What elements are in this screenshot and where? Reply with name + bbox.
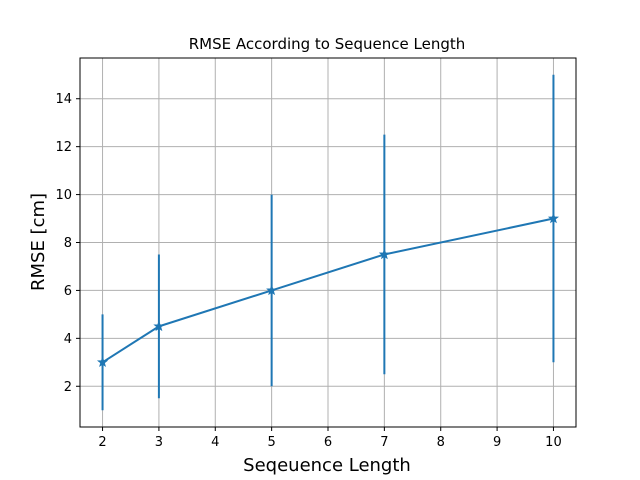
data-point-star [547, 212, 560, 224]
y-tick-label: 8 [64, 236, 72, 251]
x-tick-label: 10 [545, 435, 562, 450]
data-series [96, 74, 560, 411]
grid-lines [80, 58, 576, 427]
x-tick-label: 2 [98, 435, 106, 450]
y-tick-label: 10 [55, 188, 72, 203]
x-tick-label: 8 [437, 435, 445, 450]
y-axis-label: RMSE [cm] [28, 193, 49, 291]
axis-ticks: 2 3 4 5 6 7 8 9 10 2 4 6 8 10 12 14 [55, 92, 561, 450]
x-tick-label: 3 [155, 435, 163, 450]
y-tick-label: 4 [64, 332, 72, 347]
data-point-star [266, 284, 278, 296]
data-point-star [153, 320, 165, 332]
x-tick-label: 7 [380, 435, 388, 450]
y-tick-label: 14 [55, 92, 72, 107]
chart-title: RMSE According to Sequence Length [189, 35, 466, 53]
y-tick-label: 2 [64, 380, 72, 395]
data-point-star [96, 356, 109, 368]
y-tick-label: 12 [55, 140, 72, 155]
x-tick-label: 9 [493, 435, 501, 450]
x-tick-label: 4 [211, 435, 219, 450]
y-tick-label: 6 [64, 284, 72, 299]
data-point-star [378, 248, 390, 260]
x-tick-label: 5 [267, 435, 275, 450]
x-axis-label: Seqeuence Length [243, 455, 411, 476]
x-tick-label: 6 [324, 435, 332, 450]
